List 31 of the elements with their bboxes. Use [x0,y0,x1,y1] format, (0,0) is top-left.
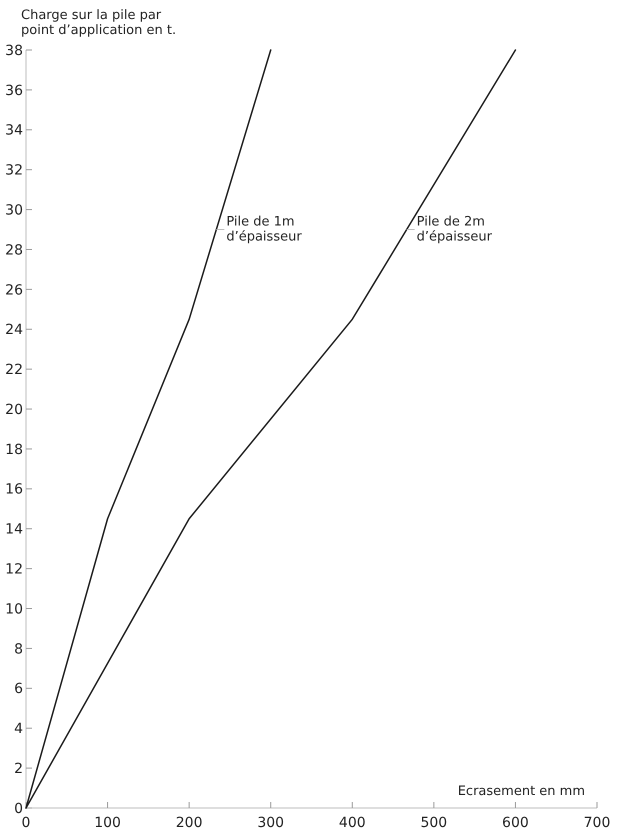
x-tick-label: 400 [338,815,366,831]
series-label: Pile de 1m d’épaisseur [226,214,302,245]
y-tick-label: 16 [5,482,24,498]
x-tick-label: 100 [94,815,121,831]
x-tick-label: 700 [584,815,610,831]
y-tick-label: 26 [5,282,24,298]
x-tick-label: 200 [176,815,203,831]
y-tick-label: 8 [14,641,23,658]
y-tick-label: 28 [5,242,23,258]
y-tick-label: 32 [5,162,23,179]
x-axis-title: Ecrasement en mm [458,784,585,799]
y-tick-label: 20 [5,402,23,418]
y-tick-label: 38 [5,42,23,59]
y-axis-title: Charge sur la pile par point d’application en t. [21,8,176,38]
y-tick-label: 12 [5,562,23,578]
y-tick-label: 10 [5,601,23,618]
y-tick-label: 6 [14,681,24,698]
y-tick-label: 4 [14,721,24,738]
y-tick-label: 36 [5,82,24,99]
y-tick-label: 0 [14,800,23,817]
y-tick-label: 14 [5,522,24,538]
series-label: Pile de 2m d’épaisseur [416,214,493,245]
y-tick-label: 24 [5,322,24,338]
x-tick-label: 500 [420,815,448,831]
y-tick-label: 2 [14,761,23,778]
x-tick-label: 600 [502,815,529,831]
x-tick-label: 300 [257,815,284,831]
y-tick-label: 30 [5,202,23,218]
y-tick-label: 18 [5,442,23,458]
y-tick-label: 34 [5,122,24,139]
y-tick-label: 22 [5,362,23,378]
